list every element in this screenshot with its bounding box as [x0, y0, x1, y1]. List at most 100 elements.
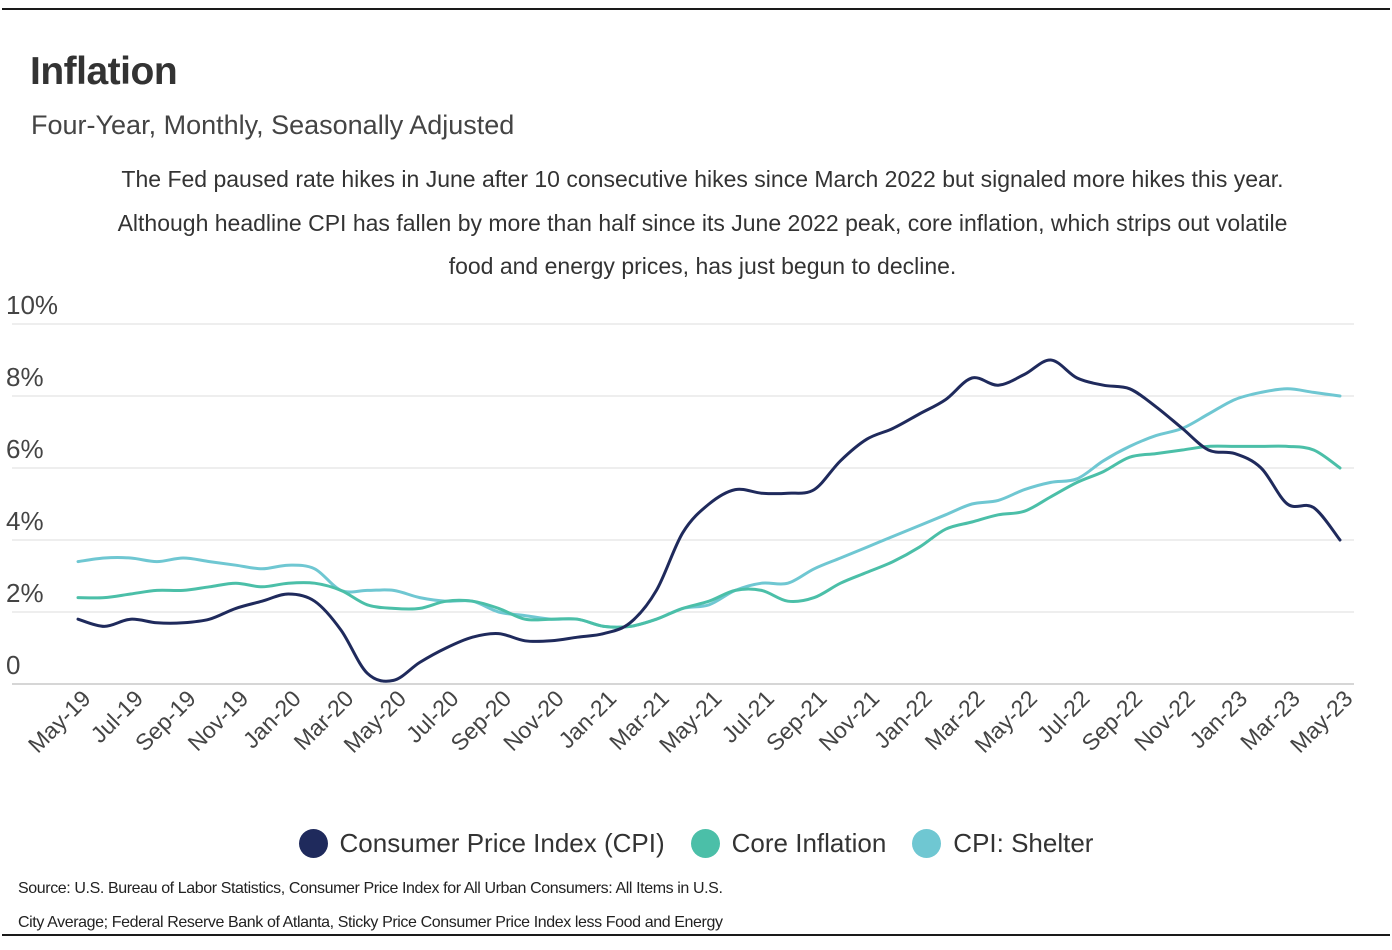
chart-subtitle: Four-Year, Monthly, Seasonally Adjusted — [31, 110, 515, 140]
y-tick-label: 0 — [6, 650, 20, 680]
data-point — [1077, 378, 1078, 379]
data-point — [393, 590, 394, 591]
data-point — [577, 619, 578, 620]
data-point — [1261, 446, 1262, 447]
data-point — [209, 586, 210, 587]
data-point — [235, 583, 236, 584]
data-point — [787, 601, 788, 602]
data-point — [787, 493, 788, 494]
legend-label: CPI: Shelter — [953, 827, 1094, 858]
data-point — [945, 399, 946, 400]
data-point — [1182, 428, 1183, 429]
source-line: City Average; Federal Reserve Bank of At… — [18, 914, 723, 931]
data-point — [1208, 446, 1209, 447]
data-point — [156, 561, 157, 562]
legend-label: Core Inflation — [731, 827, 887, 858]
data-point — [761, 590, 762, 591]
data-point — [1340, 396, 1341, 397]
data-point — [235, 565, 236, 566]
legend-item-core-inflation: Core Inflation — [690, 827, 887, 859]
data-point — [498, 608, 499, 609]
data-point — [945, 514, 946, 515]
data-point — [1155, 406, 1156, 407]
data-point — [78, 561, 79, 562]
data-point — [1155, 435, 1156, 436]
data-point — [262, 586, 263, 587]
data-point — [998, 500, 999, 501]
data-point — [235, 608, 236, 609]
data-point — [866, 572, 867, 573]
data-point — [761, 493, 762, 494]
data-point — [814, 597, 815, 598]
data-point — [1340, 540, 1341, 541]
data-point — [656, 590, 657, 591]
data-point — [1182, 450, 1183, 451]
data-point — [472, 601, 473, 602]
data-point — [367, 673, 368, 674]
data-point — [1287, 388, 1288, 389]
data-point — [78, 619, 79, 620]
data-point — [735, 489, 736, 490]
data-point — [709, 601, 710, 602]
data-point — [446, 601, 447, 602]
data-point — [551, 640, 552, 641]
data-point — [314, 583, 315, 584]
data-point — [156, 590, 157, 591]
data-point — [130, 619, 131, 620]
data-point — [262, 601, 263, 602]
data-point — [367, 604, 368, 605]
data-point — [1103, 385, 1104, 386]
data-point — [1103, 460, 1104, 461]
legend-swatch-icon — [690, 828, 720, 858]
data-point — [682, 532, 683, 533]
data-point — [1234, 453, 1235, 454]
data-point — [183, 590, 184, 591]
legend-swatch-icon — [298, 828, 328, 858]
data-point — [893, 428, 894, 429]
x-tick-label: Nov-19 — [182, 685, 253, 756]
data-point — [498, 633, 499, 634]
x-tick-label: May-19 — [23, 685, 96, 758]
legend-item-cpi: Consumer Price Index (CPI) — [298, 827, 665, 859]
data-point — [288, 594, 289, 595]
data-point — [971, 522, 972, 523]
data-point — [971, 504, 972, 505]
data-point — [104, 597, 105, 598]
series-line-core-inflation — [76, 444, 1342, 629]
data-point — [367, 590, 368, 591]
data-point — [551, 619, 552, 620]
data-point — [419, 597, 420, 598]
data-point — [1234, 399, 1235, 400]
data-point — [814, 568, 815, 569]
data-point — [340, 630, 341, 631]
data-point — [393, 608, 394, 609]
series-line-cpi-shelter — [76, 387, 1342, 629]
data-point — [130, 594, 131, 595]
data-point — [1050, 360, 1051, 361]
data-point — [419, 662, 420, 663]
data-point — [866, 439, 867, 440]
data-point — [1234, 446, 1235, 447]
data-point — [893, 536, 894, 537]
data-point — [761, 583, 762, 584]
data-point — [840, 583, 841, 584]
data-point — [814, 489, 815, 490]
data-point — [919, 547, 920, 548]
data-point — [1340, 468, 1341, 469]
description-line: The Fed paused rate hikes in June after … — [121, 166, 1284, 192]
legend-swatch-icon — [912, 828, 942, 858]
y-tick-label: 8% — [6, 362, 44, 392]
chart-title: Inflation — [30, 50, 178, 93]
data-point — [735, 590, 736, 591]
legend-label: Consumer Price Index (CPI) — [339, 827, 665, 858]
description-line: food and energy prices, has just begun t… — [448, 253, 957, 279]
top-rule — [2, 8, 1390, 10]
x-axis: May-19Jul-19Sep-19Nov-19Jan-20Mar-20May-… — [23, 685, 1358, 758]
data-point — [1050, 482, 1051, 483]
chart-description: The Fed paused rate hikes in June after … — [80, 158, 1325, 289]
y-tick-label: 2% — [6, 578, 44, 608]
y-tick-label: 10% — [6, 290, 58, 320]
data-point — [1287, 504, 1288, 505]
data-point — [1024, 511, 1025, 512]
data-point — [524, 640, 525, 641]
